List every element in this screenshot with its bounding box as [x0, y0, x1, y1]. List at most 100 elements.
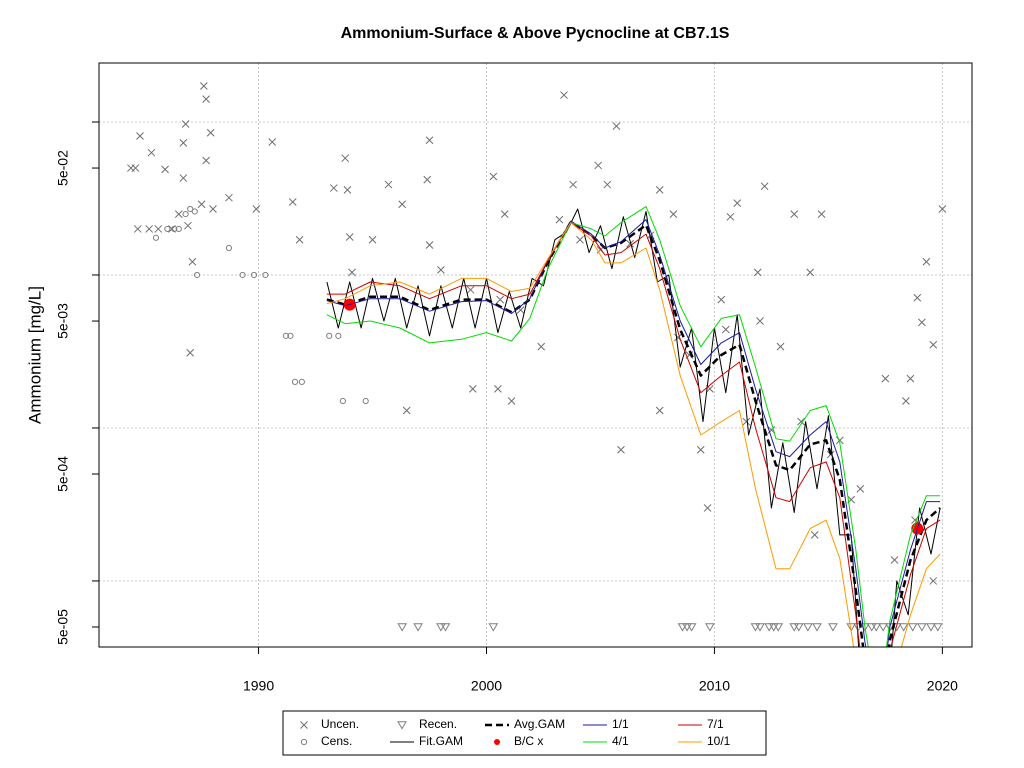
x-marker [576, 235, 584, 244]
x-marker [626, 239, 634, 248]
x-marker [507, 397, 516, 405]
x-marker [929, 577, 938, 585]
axes: 1990 2000 2010 2020 5e-02 5e-03 5e-04 5e-05 [55, 121, 958, 694]
grid [99, 63, 972, 647]
x-marker [188, 257, 197, 266]
legend-label: B/C x [514, 734, 543, 748]
series-line [326, 222, 941, 647]
x-marker [938, 205, 947, 213]
x-marker [742, 417, 751, 426]
x-marker [398, 200, 407, 209]
x-marker [181, 120, 190, 128]
x-marker [655, 186, 664, 194]
x-marker [890, 556, 899, 564]
x-marker [466, 285, 475, 294]
x-marker [617, 445, 625, 454]
x-marker [329, 184, 338, 192]
circle-marker [362, 397, 369, 405]
legend-label: Recen. [419, 717, 457, 731]
x-marker [197, 200, 206, 209]
x-marker [343, 186, 352, 194]
x-marker [174, 210, 183, 218]
x-marker [569, 180, 577, 189]
x-marker [817, 210, 826, 218]
x-marker [881, 374, 890, 383]
x-marker [856, 484, 865, 493]
plot-frame [98, 62, 973, 648]
x-marker [733, 199, 742, 207]
x-marker [669, 210, 678, 218]
triangle-marker [488, 623, 499, 632]
legend: Uncen. Cens. Recen. Fit.GAM Avg.GAM B/C x 1/1 4… [300, 717, 731, 748]
x-marker [184, 221, 192, 230]
x-marker [806, 268, 815, 277]
triangle-marker [812, 623, 822, 632]
x-marker [537, 342, 546, 351]
x-marker [835, 436, 844, 445]
x-marker [612, 122, 621, 130]
x-marker [133, 225, 142, 233]
series-line [326, 222, 941, 647]
legend-label: Cens. [321, 734, 352, 748]
circle-marker [250, 271, 258, 279]
x-marker [348, 268, 356, 277]
triangle-marker [878, 623, 888, 632]
x-marker [268, 138, 277, 146]
x-marker [179, 174, 188, 182]
x-tick-label: 1990 [243, 678, 274, 694]
x-marker [760, 182, 769, 191]
triangle-marker [397, 721, 407, 730]
x-marker [655, 406, 664, 415]
x-tick-label: 2000 [471, 678, 502, 694]
x-marker [790, 210, 799, 218]
legend-label: Avg.GAM [514, 717, 565, 731]
circle-marker [191, 208, 198, 215]
x-marker [717, 295, 726, 304]
x-marker [179, 139, 188, 147]
triangle-marker [704, 623, 715, 632]
triangle-marker [413, 623, 423, 632]
legend-label: 1/1 [612, 717, 629, 731]
triangle-marker [898, 623, 909, 632]
y-tick-label: 5e-02 [55, 150, 71, 186]
x-marker [402, 406, 411, 415]
circle-marker [175, 225, 182, 233]
x-marker [136, 132, 144, 140]
x-marker [560, 91, 568, 99]
circle-marker [225, 244, 233, 252]
x-marker [810, 531, 819, 539]
circle-marker [300, 738, 308, 746]
y-tick-label: 5e-05 [55, 609, 71, 645]
x-marker [489, 172, 498, 181]
x-marker [186, 348, 195, 357]
circle-marker [262, 271, 269, 279]
legend-label: Uncen. [321, 717, 359, 731]
dot-marker [494, 739, 500, 745]
legend-label: 7/1 [707, 717, 724, 731]
y-axis-title: Ammonium [mg/L] [25, 286, 44, 424]
triangle-marker [871, 623, 882, 632]
x-marker [753, 268, 762, 277]
x-marker [425, 241, 434, 249]
x-marker [496, 295, 505, 304]
x-marker [756, 317, 764, 325]
legend-label: 4/1 [612, 734, 629, 748]
triangle-marker [397, 623, 408, 632]
x-marker [776, 342, 785, 351]
x-marker [726, 212, 735, 221]
x-marker [199, 82, 208, 90]
triangle-marker [916, 623, 927, 632]
x-marker [145, 225, 153, 233]
x-marker [425, 136, 434, 145]
triangle-marker [773, 623, 784, 632]
triangle-marker [803, 623, 813, 632]
triangle-marker [932, 623, 943, 632]
x-tick-label: 2020 [927, 678, 958, 694]
series-line [326, 219, 941, 647]
triangle-marker [755, 623, 765, 632]
x-marker [468, 385, 477, 393]
triangle-marker [686, 623, 697, 632]
x-marker [918, 318, 926, 327]
triangle-marker [440, 623, 451, 632]
